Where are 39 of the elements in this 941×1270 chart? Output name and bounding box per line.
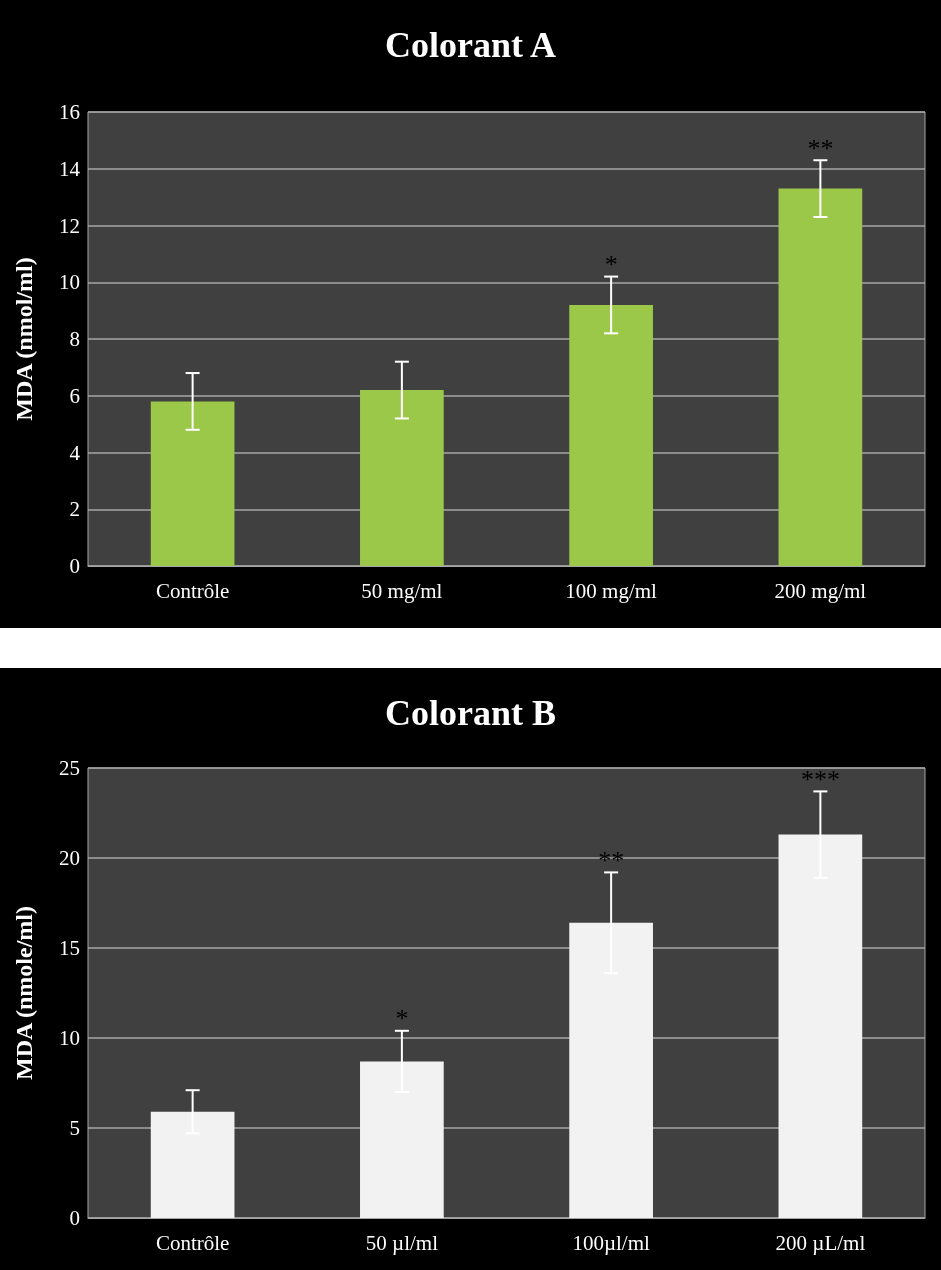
x-tick-label: 50 µl/ml: [365, 1230, 439, 1255]
bar: [150, 1111, 235, 1218]
chart-title: Colorant B: [385, 693, 556, 733]
x-tick-label: Contrôle: [155, 1230, 230, 1255]
annotation: *: [395, 1004, 409, 1034]
bar: [569, 922, 653, 1218]
y-tick-label: 16: [59, 100, 80, 124]
chart-title: Colorant A: [385, 25, 556, 65]
y-tick-label: 0: [69, 1206, 80, 1230]
y-axis-title: MDA (nmol/ml): [11, 257, 37, 421]
bar: [360, 1061, 444, 1218]
y-tick-label: 20: [59, 846, 80, 870]
y-tick-label: 25: [59, 756, 80, 780]
y-axis-title: MDA (nmole/ml): [11, 906, 37, 1080]
bar: [778, 834, 863, 1218]
y-tick-label: 14: [59, 156, 81, 181]
y-tick-label: 12: [59, 213, 80, 238]
y-tick-label: 4: [69, 440, 81, 465]
annotation: *: [604, 250, 618, 280]
bar: [778, 188, 863, 566]
annotation: **: [807, 133, 834, 163]
bar: [150, 401, 235, 566]
y-tick-label: 2: [69, 497, 80, 522]
x-tick-label: 200 mg/ml: [774, 578, 867, 603]
bar: [569, 304, 653, 566]
y-tick-label: 0: [69, 554, 80, 578]
x-tick-label: 200 µL/ml: [775, 1230, 866, 1255]
y-tick-label: 5: [69, 1116, 80, 1140]
x-tick-label: 100µl/ml: [572, 1230, 651, 1255]
y-tick-label: 10: [59, 1026, 80, 1050]
y-tick-label: 15: [59, 936, 80, 960]
y-tick-label: 8: [69, 327, 80, 351]
annotation: ***: [800, 764, 840, 794]
y-tick-label: 6: [69, 383, 80, 408]
y-tick-label: 10: [59, 270, 80, 295]
x-tick-label: 100 mg/ml: [565, 578, 658, 603]
x-tick-label: Contrôle: [155, 578, 230, 603]
bar: [360, 390, 444, 566]
x-tick-label: 50 mg/ml: [361, 578, 443, 603]
